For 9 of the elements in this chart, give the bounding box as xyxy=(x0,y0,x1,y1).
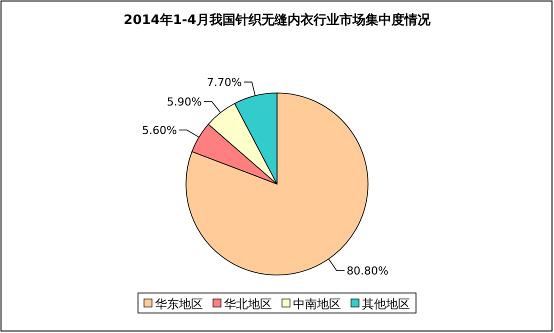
data-label: 5.90% xyxy=(166,96,202,109)
legend-label: 华东地区 xyxy=(155,297,203,311)
legend-label: 其他地区 xyxy=(362,297,410,311)
data-label: 5.60% xyxy=(142,124,177,137)
legend-label: 中南地区 xyxy=(293,297,341,311)
data-label: 7.70% xyxy=(206,76,242,90)
legend-label: 华北地区 xyxy=(224,297,272,311)
chart-title: 2014年1-4月我国针织无缝内衣行业市场集中度情况 xyxy=(124,12,432,28)
data-label: 80.80% xyxy=(346,264,389,278)
